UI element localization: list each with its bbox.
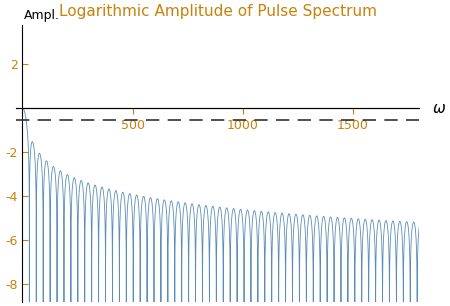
Text: ω: ω [433,101,446,116]
Text: Ampl.: Ampl. [24,9,60,22]
Title: Logarithmic Amplitude of Pulse Spectrum: Logarithmic Amplitude of Pulse Spectrum [58,4,377,19]
